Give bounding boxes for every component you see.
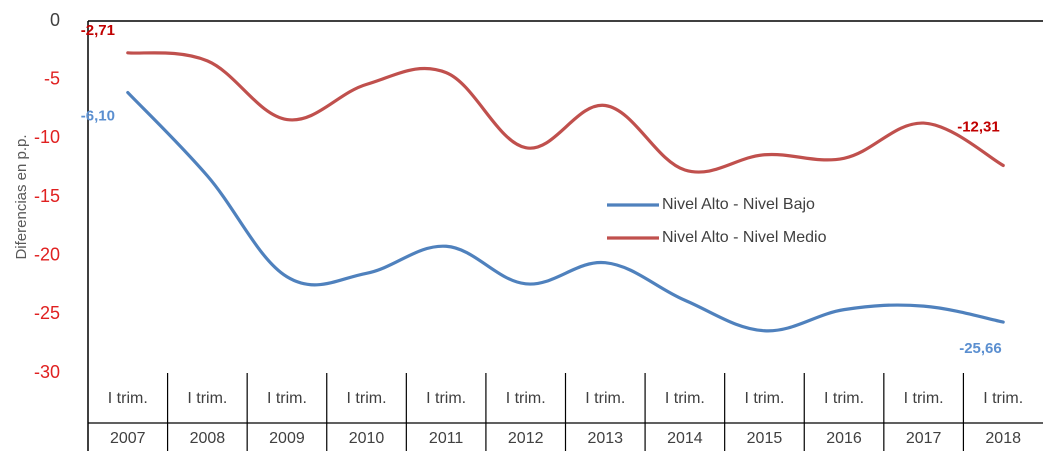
y-axis-title: Diferencias en p.p.: [13, 134, 30, 259]
y-axis-title-group: Diferencias en p.p.: [13, 134, 30, 259]
y-tick-label: 0: [50, 10, 60, 30]
data-labels: -6,10 -25,66 -2,71 -12,31: [81, 22, 1002, 357]
category-label-year: 2018: [985, 430, 1021, 447]
category-axis: I trim. 2007 I trim. 2008 I trim. 2009 I trim.…: [88, 373, 1043, 451]
category-label-quarter: I trim.: [665, 390, 705, 407]
category-label-year: 2013: [587, 430, 623, 447]
y-axis-ticks: 0 -5 -10 -15 -20 -25 -30: [34, 10, 60, 382]
series-lines: [126, 51, 1005, 333]
legend-label: Nivel Alto - Nivel Medio: [662, 229, 827, 246]
y-tick-label: -20: [34, 244, 60, 264]
category-label-quarter: I trim.: [824, 390, 864, 407]
category-label-year: 2016: [826, 430, 862, 447]
legend-label: Nivel Alto - Nivel Bajo: [662, 196, 815, 213]
axes: [87, 20, 1043, 451]
y-tick-label: -10: [34, 127, 60, 147]
category-label-quarter: I trim.: [267, 390, 307, 407]
category-label-year: 2017: [906, 430, 942, 447]
y-tick-label: -5: [44, 68, 60, 88]
category-label-quarter: I trim.: [187, 390, 227, 407]
legend: Nivel Alto - Nivel Bajo Nivel Alto - Nive…: [607, 196, 827, 246]
series-line-alto-medio: [126, 51, 1005, 174]
category-label-quarter: I trim.: [744, 390, 784, 407]
data-label: -2,71: [81, 22, 115, 39]
data-label: -25,66: [959, 340, 1002, 357]
category-label-year: 2010: [349, 430, 385, 447]
y-tick-label: -25: [34, 303, 60, 323]
category-label-quarter: I trim.: [983, 390, 1023, 407]
category-label-quarter: I trim.: [585, 390, 625, 407]
data-label: -12,31: [957, 118, 1000, 135]
category-label-quarter: I trim.: [904, 390, 944, 407]
category-label-year: 2014: [667, 430, 703, 447]
category-label-year: 2012: [508, 430, 544, 447]
y-tick-label: -15: [34, 186, 60, 206]
series-line-alto-bajo: [126, 90, 1005, 333]
category-label-quarter: I trim.: [506, 390, 546, 407]
category-label-year: 2015: [747, 430, 783, 447]
category-label-quarter: I trim.: [426, 390, 466, 407]
category-label-year: 2007: [110, 430, 146, 447]
category-label-year: 2008: [190, 430, 226, 447]
category-label-quarter: I trim.: [347, 390, 387, 407]
category-label-year: 2011: [429, 430, 464, 447]
y-tick-label: -30: [34, 362, 60, 382]
category-label-quarter: I trim.: [108, 390, 148, 407]
category-label-year: 2009: [269, 430, 305, 447]
data-label: -6,10: [81, 108, 115, 125]
